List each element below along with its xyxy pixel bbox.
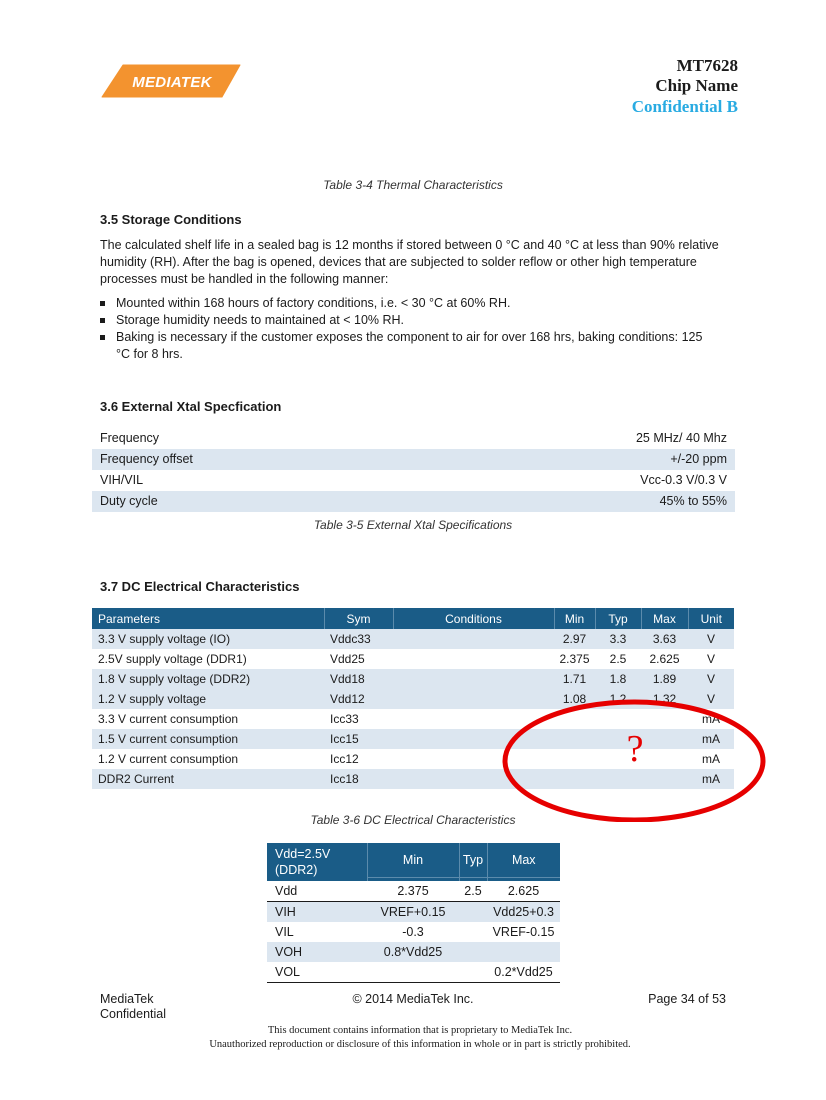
- svg-text:?: ?: [627, 728, 644, 770]
- svg-text:MEDIATEK: MEDIATEK: [132, 74, 212, 91]
